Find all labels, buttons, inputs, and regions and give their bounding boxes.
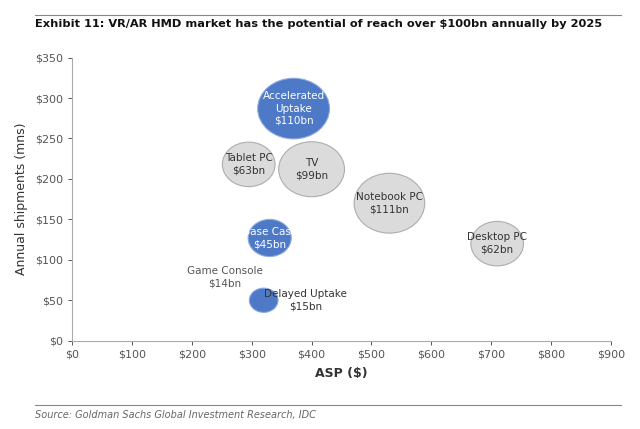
Text: Delayed Uptake
$15bn: Delayed Uptake $15bn bbox=[264, 289, 347, 311]
Text: TV
$99bn: TV $99bn bbox=[295, 158, 328, 181]
Ellipse shape bbox=[222, 142, 275, 187]
Ellipse shape bbox=[248, 219, 291, 257]
Text: Tablet PC
$63bn: Tablet PC $63bn bbox=[225, 153, 273, 175]
Text: Base Case
$45bn: Base Case $45bn bbox=[243, 227, 297, 249]
Ellipse shape bbox=[471, 221, 524, 266]
X-axis label: ASP ($): ASP ($) bbox=[316, 367, 368, 380]
Text: Exhibit 11: VR/AR HMD market has the potential of reach over $100bn annually by : Exhibit 11: VR/AR HMD market has the pot… bbox=[35, 19, 602, 29]
Y-axis label: Annual shipments (mns): Annual shipments (mns) bbox=[15, 123, 28, 275]
Ellipse shape bbox=[278, 142, 344, 197]
Text: Game Console
$14bn: Game Console $14bn bbox=[187, 266, 262, 288]
Text: Desktop PC
$62bn: Desktop PC $62bn bbox=[467, 233, 527, 255]
Text: Notebook PC
$111bn: Notebook PC $111bn bbox=[356, 192, 423, 214]
Ellipse shape bbox=[258, 78, 330, 139]
Text: Accelerated
Uptake
$110bn: Accelerated Uptake $110bn bbox=[262, 91, 324, 126]
Text: Source: Goldman Sachs Global Investment Research, IDC: Source: Goldman Sachs Global Investment … bbox=[35, 410, 316, 420]
Ellipse shape bbox=[250, 288, 278, 312]
Ellipse shape bbox=[354, 173, 425, 233]
